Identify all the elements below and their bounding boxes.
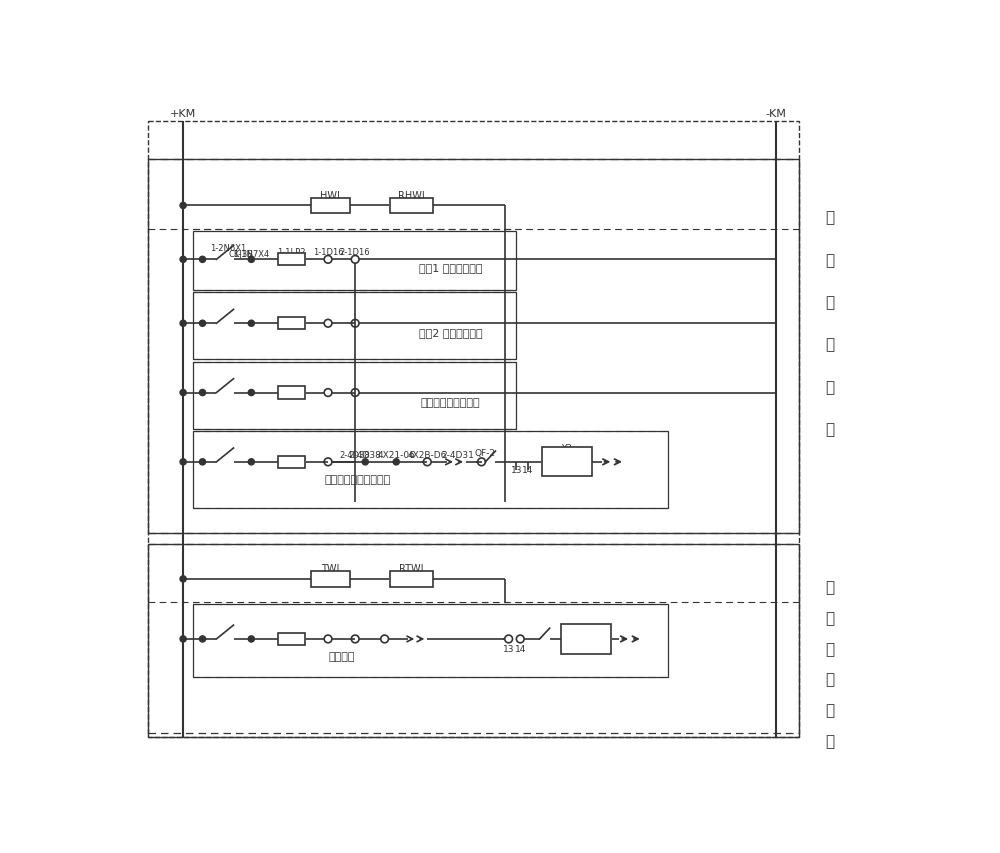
Text: 1-2N6X1: 1-2N6X1 (210, 243, 246, 252)
Circle shape (248, 636, 254, 642)
Bar (193, 293, 516, 360)
Bar (278, 317, 305, 330)
Circle shape (180, 390, 186, 396)
Bar (278, 633, 305, 646)
Text: 回: 回 (826, 380, 835, 394)
Text: 14: 14 (522, 466, 534, 474)
Text: 1-1N7X4: 1-1N7X4 (233, 249, 269, 258)
Bar (148, 122, 799, 737)
Circle shape (199, 321, 206, 327)
Text: 闸: 闸 (826, 671, 835, 687)
Circle shape (362, 459, 368, 466)
Bar (390, 572, 433, 587)
Circle shape (180, 636, 186, 642)
Text: 合: 合 (826, 641, 835, 656)
Text: 2-4D38: 2-4D38 (349, 450, 382, 459)
Text: 路: 路 (826, 734, 835, 748)
Circle shape (180, 459, 186, 466)
Bar (278, 254, 305, 266)
Text: 本体保护跳低压侧开关: 本体保护跳低压侧开关 (324, 474, 391, 485)
Text: 跳: 跳 (826, 295, 835, 310)
Circle shape (248, 321, 254, 327)
Text: HQ: HQ (576, 635, 596, 647)
Circle shape (180, 321, 186, 327)
Text: 2-4D38: 2-4D38 (340, 450, 371, 459)
Bar (278, 387, 305, 399)
Text: TQ: TQ (558, 457, 576, 470)
Bar (148, 544, 799, 737)
Bar (193, 432, 668, 508)
Text: 差动2 跳低压侧开关: 差动2 跳低压侧开关 (419, 328, 482, 338)
Text: 2-4D31: 2-4D31 (442, 450, 475, 459)
Circle shape (199, 390, 206, 396)
Text: 13: 13 (503, 644, 514, 653)
Bar (193, 363, 516, 429)
Circle shape (199, 257, 206, 263)
Circle shape (393, 459, 399, 466)
Text: 自投合闸: 自投合闸 (329, 651, 355, 661)
Text: -KM: -KM (766, 109, 786, 119)
Bar (390, 199, 433, 214)
Text: 低后备跳低压侧开关: 低后备跳低压侧开关 (421, 397, 480, 407)
Text: 1-1LP2: 1-1LP2 (277, 248, 306, 257)
Bar (311, 572, 350, 587)
Circle shape (199, 459, 206, 466)
Text: RTWJ: RTWJ (400, 564, 424, 573)
Text: TWJ: TWJ (321, 564, 340, 573)
Text: 回: 回 (826, 703, 835, 717)
Text: QF-2: QF-2 (475, 449, 496, 457)
Text: RHWJ: RHWJ (398, 190, 425, 200)
Text: HWJ: HWJ (320, 190, 340, 200)
Bar (311, 199, 350, 214)
Text: 1-1D16: 1-1D16 (313, 248, 343, 257)
Circle shape (248, 459, 254, 466)
Bar (542, 448, 592, 477)
Text: 4X2B-D6: 4X2B-D6 (408, 450, 447, 459)
Bar (561, 624, 611, 653)
Bar (193, 231, 516, 291)
Text: 路: 路 (826, 421, 835, 437)
Text: 差动1 跳低压侧开关: 差动1 跳低压侧开关 (419, 263, 482, 273)
Text: 护: 护 (826, 252, 835, 268)
Text: CKJ3B: CKJ3B (228, 249, 253, 258)
Text: 保: 保 (826, 210, 835, 225)
Text: 闸: 闸 (826, 337, 835, 352)
Bar (278, 456, 305, 468)
Circle shape (180, 203, 186, 209)
Text: 14: 14 (515, 644, 526, 653)
Text: 2-1D16: 2-1D16 (340, 248, 370, 257)
Text: Y2: Y2 (561, 444, 572, 453)
Text: 4X21-06: 4X21-06 (377, 450, 415, 459)
Circle shape (248, 390, 254, 396)
Text: 护: 护 (826, 610, 835, 625)
Text: 13: 13 (511, 466, 522, 474)
Bar (193, 605, 668, 677)
Bar (148, 160, 799, 533)
Circle shape (180, 576, 186, 583)
Circle shape (180, 257, 186, 263)
Text: 保: 保 (826, 579, 835, 595)
Text: +KM: +KM (170, 109, 196, 119)
Circle shape (248, 257, 254, 263)
Circle shape (199, 636, 206, 642)
